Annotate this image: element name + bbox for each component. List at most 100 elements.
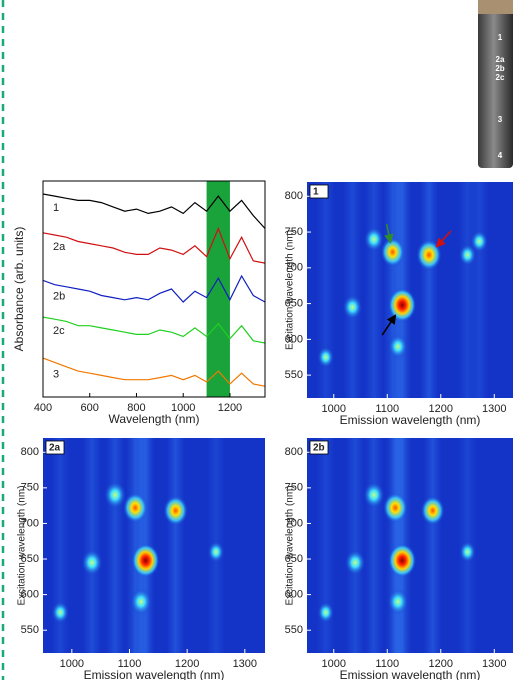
arrow [381, 314, 397, 336]
streak [51, 438, 70, 653]
x-tick-label: 1200 [175, 658, 199, 670]
y-tick-label: 550 [21, 624, 39, 636]
x-tick-label: 1300 [482, 403, 506, 415]
peak [122, 492, 148, 523]
y-tick-label: 750 [285, 226, 303, 238]
peak [103, 481, 127, 509]
x-tick-label: 1300 [482, 658, 506, 670]
peak [363, 481, 385, 509]
streak [106, 438, 125, 653]
peak [163, 495, 189, 526]
y-tick-label: 650 [285, 297, 303, 309]
x-axis-title: Emission wavelength (nm) [340, 668, 481, 680]
line [43, 274, 265, 303]
arrow [435, 230, 452, 248]
peak [344, 549, 366, 576]
streak [166, 438, 185, 653]
line [43, 316, 265, 344]
y-tick-label: 700 [285, 517, 303, 529]
panel-label-box [45, 440, 65, 455]
x-tick-label: 1200 [429, 658, 453, 670]
streak [316, 182, 335, 398]
y-tick-label: 700 [285, 262, 303, 274]
photo-label: 2b [495, 64, 504, 73]
peak [380, 237, 405, 267]
highlight-band [206, 181, 230, 397]
y-axis-title: Absorbance (arb. units) [12, 227, 26, 352]
streak [83, 438, 102, 653]
heatmap-chart: 550 600 650 700 750 800 1000 1100 1200 1300 2a Emis… [17, 438, 265, 680]
streak [346, 438, 365, 653]
photo-label: 4 [498, 151, 503, 160]
x-tick-label: 1200 [429, 403, 453, 415]
streak [419, 182, 438, 398]
y-tick-label: 800 [285, 446, 303, 458]
x-tick-label: 800 [127, 402, 145, 414]
y-tick-label: 750 [21, 482, 39, 494]
x-axis-title: Wavelength (nm) [109, 412, 200, 426]
panel-label-box [309, 440, 329, 455]
peak [81, 549, 103, 576]
streak [423, 438, 442, 653]
peak [130, 588, 152, 616]
arrow [384, 223, 394, 244]
line [43, 193, 265, 229]
peak [459, 541, 476, 563]
y-tick-label: 700 [21, 517, 39, 529]
streak [364, 182, 383, 398]
x-tick-label: 1000 [322, 403, 346, 415]
series-label: 2a [53, 241, 66, 253]
x-tick-label: 1000 [60, 658, 84, 670]
series-label: 2c [53, 325, 65, 337]
peak [416, 239, 442, 271]
streak [343, 182, 362, 398]
series-label: 2b [53, 291, 65, 303]
series-label: 1 [53, 202, 59, 214]
x-tick-label: 1000 [171, 402, 195, 414]
peak [207, 541, 225, 563]
peak [317, 346, 335, 368]
y-tick-label: 750 [285, 482, 303, 494]
y-tick-label: 650 [285, 553, 303, 565]
y-tick-label: 550 [285, 624, 303, 636]
y-tick-label: 800 [21, 446, 39, 458]
peak [51, 601, 70, 624]
heatmap-chart: 550 600 650 700 750 800 1000 1100 1200 1300 2b Emis… [285, 438, 513, 680]
line [43, 226, 265, 264]
peak [131, 543, 160, 578]
streak [470, 182, 489, 398]
y-axis-title: Excitation wavelength (nm) [17, 485, 28, 605]
panel-label-box [309, 184, 329, 199]
x-tick-label: 400 [34, 402, 52, 414]
y-tick-label: 800 [285, 190, 303, 202]
y-tick-label: 600 [285, 589, 303, 601]
x-tick-label: 600 [81, 402, 99, 414]
x-tick-label: 1000 [322, 658, 346, 670]
peak [317, 601, 335, 624]
peak [388, 334, 408, 359]
x-tick-label: 1100 [375, 403, 399, 415]
peak [342, 294, 363, 320]
photo [478, 0, 513, 168]
y-axis-title: Excitation wavelength (nm) [285, 485, 296, 605]
peak [388, 543, 417, 578]
photo-label: 2a [496, 55, 505, 64]
panel-label: 2a [49, 443, 61, 454]
streak [364, 438, 383, 653]
panel-label: 1 [313, 187, 319, 198]
heatmap-chart: 550 600 650 700 750 800 1000 1100 1200 1300 1 Emiss… [285, 182, 513, 427]
x-tick-label: 1100 [375, 658, 399, 670]
peak [458, 243, 477, 267]
panel-label: 2b [313, 443, 325, 454]
line [43, 357, 265, 387]
tube [478, 0, 513, 168]
peak [420, 495, 445, 526]
series-label: 3 [53, 368, 59, 380]
photo-label: 1 [498, 33, 503, 42]
y-tick-label: 600 [21, 589, 39, 601]
peak [382, 492, 408, 523]
plot-frame [42, 180, 266, 398]
x-tick-label: 1100 [118, 658, 142, 670]
y-axis-title: Excitation wavelength (nm) [285, 230, 296, 350]
peak [387, 588, 409, 615]
